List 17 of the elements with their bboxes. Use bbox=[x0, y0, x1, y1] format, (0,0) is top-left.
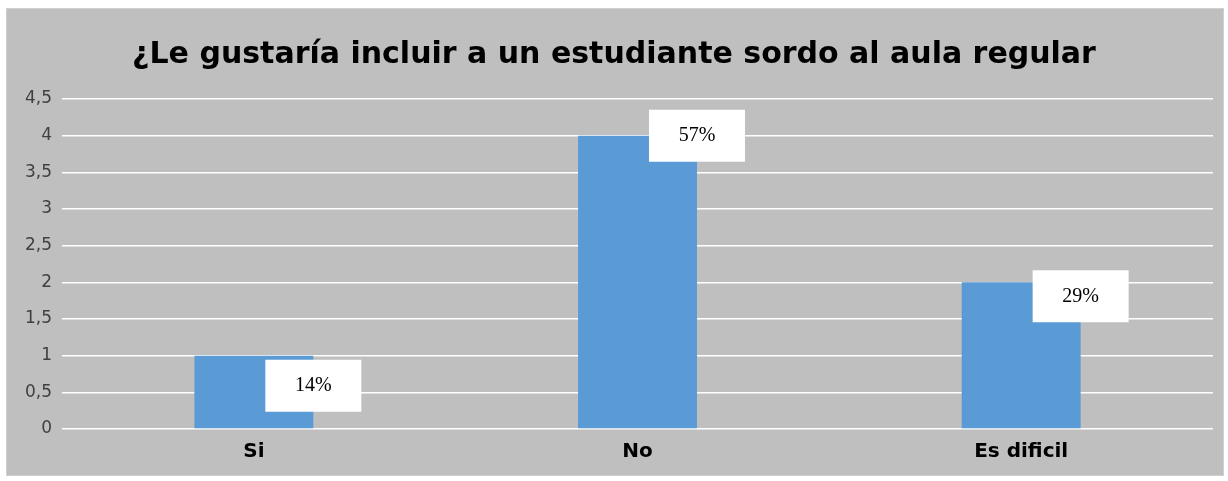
y-tick-label: 3 bbox=[41, 197, 53, 218]
annotation: 14% bbox=[294, 372, 332, 395]
y-tick-label: 4 bbox=[41, 124, 53, 145]
y-tick-label: 1,5 bbox=[24, 307, 53, 328]
y-tick-label: 2,5 bbox=[24, 234, 53, 255]
y-tick-label: 0 bbox=[41, 417, 53, 438]
x-tick-label: Es dificil bbox=[974, 438, 1069, 463]
y-tick-label: 4,5 bbox=[24, 87, 53, 108]
y-tick-label: 3,5 bbox=[24, 160, 53, 181]
y-tick-label: 1 bbox=[41, 344, 53, 365]
y-tick-label: 0,5 bbox=[24, 380, 53, 401]
y-tick-label: 2 bbox=[41, 270, 53, 291]
annotation: 57% bbox=[678, 122, 716, 145]
chart-title: ¿Le gustaría incluir a un estudiante sordo al aula regular bbox=[132, 34, 1097, 70]
annotation: 29% bbox=[1062, 283, 1099, 306]
x-tick-label: Si bbox=[243, 438, 265, 463]
x-tick-label: No bbox=[622, 438, 653, 463]
